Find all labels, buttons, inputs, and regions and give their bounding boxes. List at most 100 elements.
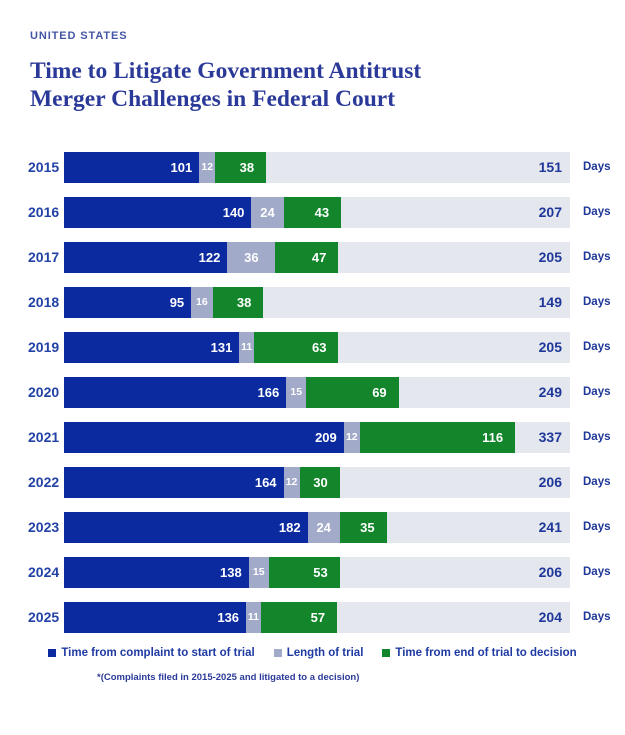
segment-complaint-to-trial-start: 166 (64, 376, 287, 408)
segment-trial-end-to-decision: 116 (359, 421, 516, 453)
year-label: 2016 (28, 204, 60, 221)
total-days-value: 149 (538, 294, 562, 311)
year-label: 2018 (28, 294, 60, 311)
bar-track: 122 36 47 205 (64, 241, 570, 273)
year-label: 2017 (28, 249, 60, 266)
total-days-value: 241 (538, 519, 562, 536)
days-unit-label: Days (583, 611, 611, 624)
year-label: 2015 (28, 159, 60, 176)
legend-swatch-icon (48, 648, 57, 657)
bar-row: 2022 164 12 30 206 Days (0, 466, 625, 498)
bar-track: 136 11 57 204 (64, 601, 570, 633)
days-unit-label: Days (583, 251, 611, 264)
segment-complaint-to-trial-start: 101 (64, 151, 200, 183)
stacked-bar-chart: 2015 101 12 38 151 Days 2016 140 24 43 207 Day… (0, 151, 625, 633)
bar-track: 131 11 63 205 (64, 331, 570, 363)
bar-row: 2018 95 16 38 149 Days (0, 286, 625, 318)
bar-row: 2015 101 12 38 151 Days (0, 151, 625, 183)
legend-label: Time from end of trial to decision (395, 646, 577, 659)
segment-trial-length: 24 (251, 196, 284, 228)
segment-trial-length: 36 (227, 241, 276, 273)
year-label: 2024 (28, 564, 60, 581)
bar-track: 101 12 38 151 (64, 151, 570, 183)
days-unit-label: Days (583, 566, 611, 579)
days-unit-label: Days (583, 341, 611, 354)
segment-trial-length: 24 (307, 511, 340, 543)
total-days-value: 337 (538, 429, 562, 446)
segment-complaint-to-trial-start: 95 (64, 286, 192, 318)
bar-row: 2023 182 24 35 241 Days (0, 511, 625, 543)
segment-complaint-to-trial-start: 136 (64, 601, 247, 633)
days-unit-label: Days (583, 386, 611, 399)
legend-label: Length of trial (286, 646, 364, 659)
bar-track: 166 15 69 249 (64, 376, 570, 408)
segment-complaint-to-trial-start: 138 (64, 556, 249, 588)
year-label: 2021 (28, 429, 60, 446)
days-unit-label: Days (583, 206, 611, 219)
segment-trial-end-to-decision: 30 (299, 466, 340, 498)
year-label: 2023 (28, 519, 60, 536)
legend-swatch-icon (273, 648, 282, 657)
segment-complaint-to-trial-start: 140 (64, 196, 252, 228)
bar-track: 182 24 35 241 (64, 511, 570, 543)
segment-trial-length: 11 (246, 601, 261, 633)
bar-track: 140 24 43 207 (64, 196, 570, 228)
total-days-value: 249 (538, 384, 562, 401)
bar-track: 95 16 38 149 (64, 286, 570, 318)
segment-trial-end-to-decision: 38 (212, 286, 264, 318)
bar-row: 2019 131 11 63 205 Days (0, 331, 625, 363)
segment-complaint-to-trial-start: 209 (64, 421, 344, 453)
chart-title-line1: Time to Litigate Government Antitrust (30, 58, 422, 84)
legend-item: Time from end of trial to decision (382, 646, 577, 659)
segment-trial-length: 11 (239, 331, 255, 363)
total-days-value: 205 (538, 249, 562, 266)
segment-trial-length: 12 (343, 421, 360, 453)
segment-trial-length: 15 (248, 556, 269, 588)
year-label: 2020 (28, 384, 60, 401)
segment-trial-end-to-decision: 53 (268, 556, 340, 588)
segment-trial-length: 15 (286, 376, 307, 408)
legend-swatch-icon (382, 648, 391, 657)
days-unit-label: Days (583, 521, 611, 534)
segment-trial-end-to-decision: 57 (260, 601, 338, 633)
chart-footnote: *(Complaints filed in 2015-2025 and liti… (97, 671, 360, 683)
days-unit-label: Days (583, 161, 611, 174)
total-days-value: 205 (538, 339, 562, 356)
bar-track: 164 12 30 206 (64, 466, 570, 498)
year-label: 2019 (28, 339, 60, 356)
segment-trial-length: 12 (283, 466, 300, 498)
segment-complaint-to-trial-start: 164 (64, 466, 284, 498)
segment-trial-end-to-decision: 38 (215, 151, 267, 183)
days-unit-label: Days (583, 296, 611, 309)
bar-track: 209 12 116 337 (64, 421, 570, 453)
bar-row: 2017 122 36 47 205 Days (0, 241, 625, 273)
legend-item: Length of trial (273, 646, 364, 659)
segment-trial-end-to-decision: 63 (254, 331, 339, 363)
segment-complaint-to-trial-start: 182 (64, 511, 308, 543)
segment-trial-end-to-decision: 35 (339, 511, 387, 543)
bar-row: 2016 140 24 43 207 Days (0, 196, 625, 228)
bar-track: 138 15 53 206 (64, 556, 570, 588)
total-days-value: 206 (538, 564, 562, 581)
days-unit-label: Days (583, 431, 611, 444)
chart-title-line2: Merger Challenges in Federal Court (30, 86, 396, 113)
segment-trial-length: 12 (199, 151, 216, 183)
segment-trial-end-to-decision: 47 (275, 241, 339, 273)
segment-trial-length: 16 (191, 286, 213, 318)
chart-title: Time to Litigate Government Antitrust Me… (30, 57, 595, 114)
chart-legend: Time from complaint to start of trial Len… (0, 647, 625, 659)
days-unit-label: Days (583, 476, 611, 489)
total-days-value: 207 (538, 204, 562, 221)
segment-complaint-to-trial-start: 122 (64, 241, 228, 273)
legend-label: Time from complaint to start of trial (61, 646, 255, 659)
year-label: 2022 (28, 474, 60, 491)
bar-row: 2025 136 11 57 204 Days (0, 601, 625, 633)
year-label: 2025 (28, 609, 60, 626)
bar-row: 2021 209 12 116 337 Days (0, 421, 625, 453)
segment-trial-end-to-decision: 69 (306, 376, 399, 408)
country-eyebrow: UNITED STATES (30, 30, 128, 42)
bar-row: 2020 166 15 69 249 Days (0, 376, 625, 408)
total-days-value: 206 (538, 474, 562, 491)
legend-item: Time from complaint to start of trial (48, 646, 255, 659)
bar-row: 2024 138 15 53 206 Days (0, 556, 625, 588)
